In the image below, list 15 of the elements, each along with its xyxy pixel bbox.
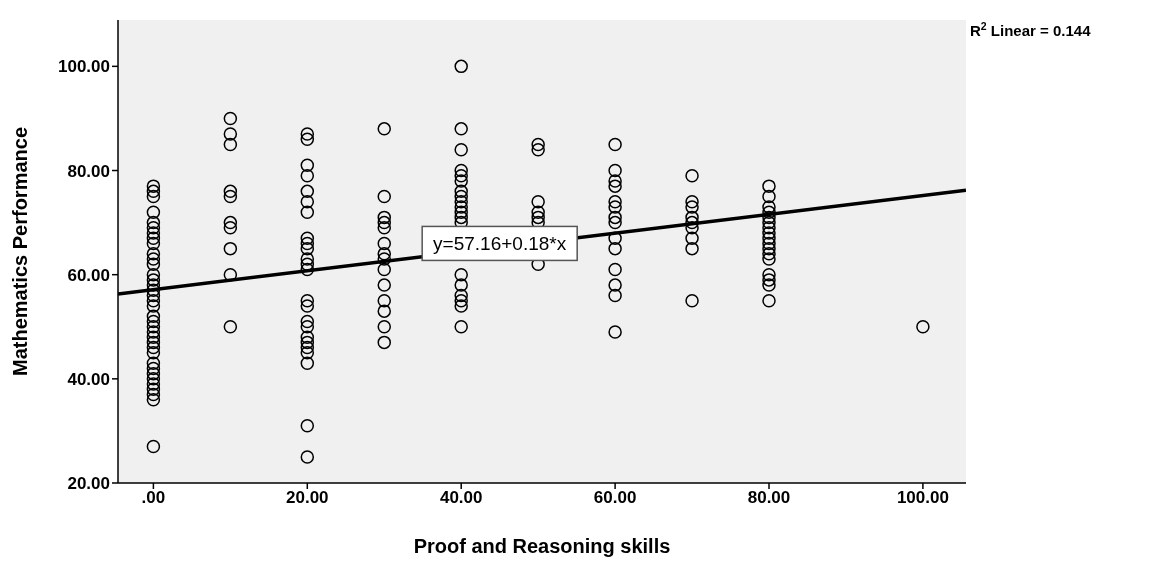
x-axis-title: Proof and Reasoning skills xyxy=(413,535,671,557)
y-tick-label: 40.00 xyxy=(67,369,110,389)
y-tick-label: 60.00 xyxy=(67,265,110,285)
x-tick-label: 40.00 xyxy=(439,488,483,508)
x-tick-label: .00 xyxy=(141,488,166,508)
x-tick-label: 20.00 xyxy=(286,488,329,508)
x-tick-label: 60.00 xyxy=(593,488,637,508)
x-tick-label: 80.00 xyxy=(747,488,791,508)
annotation: y=57.16+0.18*x xyxy=(433,233,567,255)
y-tick-label: 20.00 xyxy=(67,474,110,494)
y-axis-title: Mathematics Performance xyxy=(9,127,32,376)
text: R$^{2}$ Linear = 0.144 xyxy=(970,20,1092,39)
y-tick-label: 80.00 xyxy=(67,161,110,181)
x-tick-label: 100.00 xyxy=(896,488,949,508)
y-tick-label: 100.00 xyxy=(58,57,110,77)
